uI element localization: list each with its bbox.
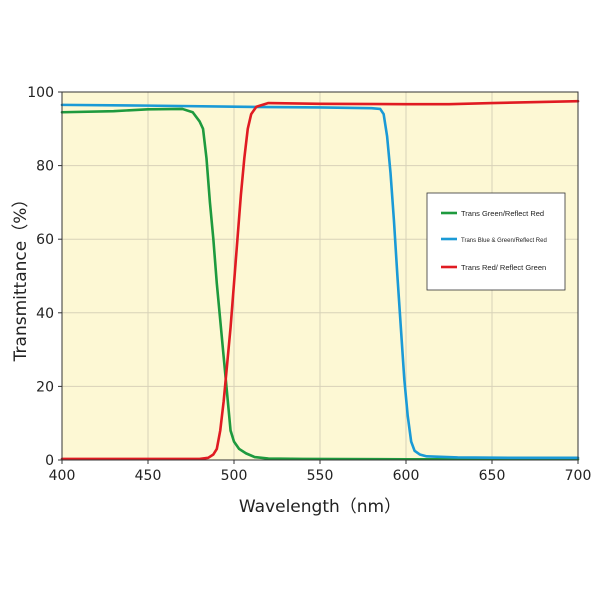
y-axis-ticks: 0 20 40 60 80 100 — [27, 85, 62, 469]
x-tick-label: 650 — [479, 468, 506, 484]
legend-box — [426, 192, 566, 291]
y-tick-label: 0 — [45, 453, 54, 469]
legend-label-1: Trans Green/Reflect Red — [461, 209, 544, 218]
legend-label-2: Trans Blue & Green/Reflect Red — [461, 238, 547, 244]
legend-label-3: Trans Red/ Reflect Green — [461, 263, 546, 272]
y-tick-label: 60 — [36, 232, 54, 248]
series-line-2 — [60, 103, 580, 460]
y-tick-label: 100 — [27, 85, 54, 101]
x-tick-label: 400 — [49, 468, 76, 484]
x-tick-label: 550 — [307, 468, 334, 484]
y-axis-title: Transmittance（%） — [11, 191, 31, 363]
x-axis-title: Wavelength（nm） — [239, 497, 401, 517]
legend: Trans Green/Reflect Red Trans Blue & Gree… — [426, 192, 566, 291]
series-line-1 — [60, 107, 580, 461]
y-tick-label: 20 — [36, 379, 54, 395]
y-tick-label: 40 — [36, 306, 54, 322]
x-tick-label: 450 — [135, 468, 162, 484]
x-axis-ticks: 400 450 500 550 600 650 700 — [49, 460, 592, 484]
y-tick-label: 80 — [36, 159, 54, 175]
x-tick-label: 700 — [565, 468, 592, 484]
x-tick-label: 500 — [221, 468, 248, 484]
x-tick-label: 600 — [393, 468, 420, 484]
series-layer — [60, 99, 580, 461]
series-line-3 — [60, 99, 580, 461]
